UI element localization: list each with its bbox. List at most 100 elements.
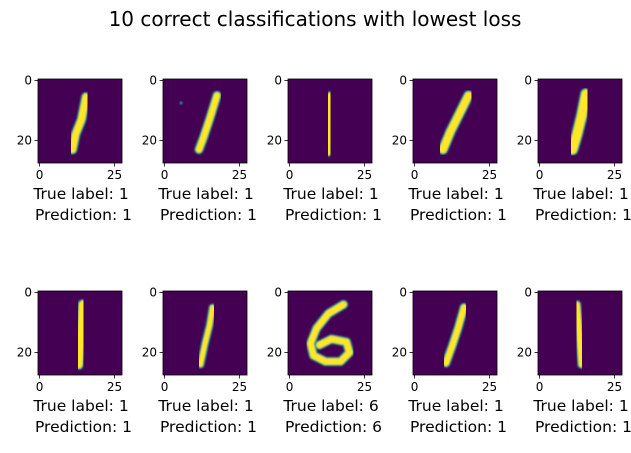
digit-stroke (69, 93, 90, 153)
axes-frame (162, 78, 248, 164)
digit-panel: 0 20 0 25 True label: 6 Prediction: 6 (267, 286, 382, 437)
y-tick-label: 0 (149, 286, 157, 300)
digit-strokes (566, 87, 593, 156)
true-label: True label: 1 (157, 185, 253, 203)
digit-stroke (439, 91, 473, 154)
y-tick-label: 20 (392, 134, 407, 148)
x-tick-label: 25 (357, 380, 372, 394)
prediction-label: Prediction: 1 (405, 206, 507, 224)
digit-panel: 0 20 0 25 True label: 1 Prediction: 1 (17, 74, 132, 225)
prediction-label: Prediction: 6 (280, 418, 382, 436)
digit-strokes (437, 90, 474, 155)
x-tick-label: 0 (161, 168, 169, 182)
y-tick-label: 20 (142, 346, 157, 360)
y-tick-label: 0 (24, 286, 32, 300)
digit-strokes (67, 91, 92, 155)
x-tick-label: 0 (36, 168, 44, 182)
digit-noise-dot (179, 101, 183, 105)
x-tick-label: 25 (107, 380, 122, 394)
axes-frame (412, 290, 498, 376)
prediction-label: Prediction: 1 (30, 206, 132, 224)
digit-panel: 0 20 0 25 True label: 1 Prediction: 1 (267, 74, 382, 225)
prediction-label: Prediction: 1 (530, 418, 631, 436)
prediction-label: Prediction: 1 (155, 418, 257, 436)
prediction-label: Prediction: 1 (405, 418, 507, 436)
axes-frame (287, 290, 373, 376)
x-tick-label: 25 (232, 168, 247, 182)
digit-panel: 0 20 0 25 True label: 1 Prediction: 1 (142, 286, 257, 437)
digit-strokes (179, 90, 222, 155)
y-tick-label: 20 (17, 346, 32, 360)
digit-stroke (195, 92, 221, 153)
digit-stroke (307, 301, 353, 365)
true-label: True label: 6 (282, 397, 378, 415)
panel-grid: 0 20 0 25 True label: 1 Prediction: 1 0 20 0 25 T… (17, 74, 631, 437)
digit-stroke (198, 305, 215, 367)
axes-frame (412, 78, 498, 164)
x-tick-label: 0 (286, 380, 294, 394)
x-tick-label: 0 (411, 168, 419, 182)
x-tick-label: 25 (357, 168, 372, 182)
x-tick-label: 0 (411, 380, 419, 394)
x-tick-label: 0 (536, 380, 544, 394)
true-label: True label: 1 (407, 397, 503, 415)
y-tick-label: 20 (392, 346, 407, 360)
digit-panel: 0 20 0 25 True label: 1 Prediction: 1 (517, 286, 631, 437)
y-tick-label: 20 (517, 346, 532, 360)
true-label: True label: 1 (282, 185, 378, 203)
digit-stroke (568, 89, 591, 154)
digit-strokes (441, 302, 469, 368)
true-label: True label: 1 (532, 397, 628, 415)
y-tick-label: 0 (399, 74, 407, 88)
digit-strokes (72, 298, 89, 371)
axes-frame (162, 290, 248, 376)
digit-panel: 0 20 0 25 True label: 1 Prediction: 1 (392, 286, 507, 437)
digit-strokes (196, 303, 217, 369)
true-label: True label: 1 (32, 185, 128, 203)
prediction-label: Prediction: 1 (530, 206, 631, 224)
x-tick-label: 25 (482, 168, 497, 182)
y-tick-label: 20 (517, 134, 532, 148)
x-tick-label: 25 (107, 168, 122, 182)
y-tick-label: 20 (267, 346, 282, 360)
true-label: True label: 1 (532, 185, 628, 203)
digit-strokes (572, 300, 586, 369)
prediction-label: Prediction: 1 (280, 206, 382, 224)
x-tick-label: 25 (482, 380, 497, 394)
digit-stroke (574, 301, 585, 368)
x-tick-label: 0 (286, 168, 294, 182)
axes-frame (287, 78, 373, 164)
digit-panel: 0 20 0 25 True label: 1 Prediction: 1 (517, 74, 631, 225)
digit-stroke (443, 304, 467, 366)
prediction-label: Prediction: 1 (155, 206, 257, 224)
axes-frame (37, 290, 123, 376)
y-tick-label: 0 (524, 286, 532, 300)
x-tick-label: 0 (161, 380, 169, 394)
y-tick-label: 20 (142, 134, 157, 148)
y-tick-label: 0 (274, 286, 282, 300)
x-tick-label: 25 (232, 380, 247, 394)
figure-title: 10 correct classifications with lowest l… (109, 7, 522, 31)
digit-panel: 0 20 0 25 True label: 1 Prediction: 1 (17, 286, 132, 437)
prediction-label: Prediction: 1 (30, 418, 132, 436)
axes-frame (537, 290, 623, 376)
digit-strokes (305, 299, 355, 367)
digit-panel: 0 20 0 25 True label: 1 Prediction: 1 (392, 74, 507, 225)
digit-stroke (74, 300, 87, 369)
y-tick-label: 20 (267, 134, 282, 148)
y-tick-label: 0 (399, 286, 407, 300)
y-tick-label: 20 (17, 134, 32, 148)
true-label: True label: 1 (407, 185, 503, 203)
true-label: True label: 1 (32, 397, 128, 415)
y-tick-label: 0 (149, 74, 157, 88)
true-label: True label: 1 (157, 397, 253, 415)
x-tick-label: 25 (607, 168, 622, 182)
digit-panel: 0 20 0 25 True label: 1 Prediction: 1 (142, 74, 257, 225)
axes-frame (37, 78, 123, 164)
digit-strokes (324, 91, 335, 157)
x-tick-label: 25 (607, 380, 622, 394)
y-tick-label: 0 (24, 74, 32, 88)
x-tick-label: 0 (36, 380, 44, 394)
digit-stroke (325, 92, 333, 156)
